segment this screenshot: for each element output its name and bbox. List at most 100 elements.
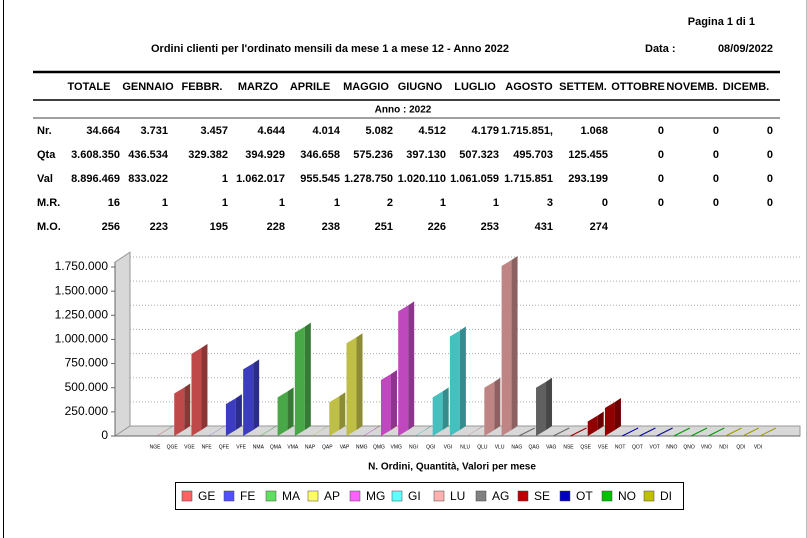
bar	[467, 425, 484, 436]
cell: 0	[767, 197, 773, 209]
bar-front	[208, 429, 219, 436]
cell: 0	[713, 197, 719, 209]
bar	[208, 425, 225, 436]
legend-swatch	[475, 490, 487, 502]
cell: 4.512	[418, 125, 446, 137]
x-tick-label: NFE	[202, 444, 213, 450]
x-tick-label: VSE	[598, 444, 609, 450]
bar-side	[356, 333, 363, 430]
x-tick-label: VFE	[236, 444, 246, 450]
date: 08/09/2022	[718, 43, 773, 55]
cell: 2	[387, 197, 393, 209]
column-header: LUGLIO	[454, 81, 496, 93]
legend-swatch	[265, 490, 277, 502]
bar	[346, 333, 363, 436]
legend-label: MA	[282, 489, 300, 503]
y-tick-label: 250.000	[65, 404, 109, 418]
column-header: GIUGNO	[398, 81, 443, 93]
cell: 0	[658, 125, 664, 137]
legend-label: GE	[198, 489, 215, 503]
column-header: APRILE	[290, 81, 330, 93]
back-wall	[114, 251, 131, 437]
cell: 436.534	[128, 149, 169, 161]
y-tick-label: 1.750.000	[55, 259, 109, 273]
bar	[587, 411, 604, 436]
bar-side	[270, 425, 277, 430]
x-axis-label: N. Ordini, Quantità, Valori per mese	[368, 462, 536, 473]
legend-swatch	[181, 490, 193, 502]
cell: 16	[108, 197, 120, 209]
legend-label: DI	[660, 489, 672, 503]
legend-label: GI	[408, 489, 421, 503]
cell: 1.062.017	[236, 173, 285, 185]
bar	[432, 387, 449, 436]
bar-side	[390, 369, 397, 430]
report-title: Ordini clienti per l'ordinato mensili da…	[151, 43, 509, 55]
bar	[294, 322, 311, 436]
bar-front	[501, 260, 512, 436]
cell: 1	[440, 197, 446, 209]
date-label: Data :	[645, 43, 676, 55]
x-tick-label: QFE	[219, 444, 230, 450]
bar-side	[201, 343, 208, 430]
x-tick-label: VLU	[495, 444, 505, 450]
cell: 5.082	[365, 125, 393, 137]
cell: 228	[267, 221, 285, 233]
x-tick-label: NLU	[460, 444, 470, 450]
bar	[415, 425, 432, 436]
y-tick-label: 1.500.000	[55, 283, 109, 297]
cell: 1.715.851	[504, 173, 553, 185]
cell: 125.455	[568, 149, 608, 161]
bar-side	[597, 411, 604, 430]
bar-side	[511, 256, 518, 430]
bar-side	[218, 425, 225, 430]
bar	[656, 427, 673, 437]
bar	[277, 387, 294, 436]
cell: 34.664	[86, 125, 121, 137]
cell: 0	[602, 197, 608, 209]
x-tick-label: NSE	[563, 444, 574, 450]
bar-side	[546, 377, 553, 430]
group-label: Anno : 2022	[375, 105, 432, 116]
bar-front	[484, 381, 495, 436]
cell: 238	[322, 221, 340, 233]
cell: 495.703	[513, 149, 553, 161]
column-header: TOTALE	[68, 81, 111, 93]
legend-swatch	[517, 490, 529, 502]
bar-side	[287, 387, 294, 430]
bar-side	[459, 326, 466, 430]
cell: 226	[428, 221, 446, 233]
legend-box	[175, 482, 684, 510]
bar	[260, 425, 277, 436]
cell: 256	[102, 221, 120, 233]
x-tick-label: VDI	[754, 444, 762, 450]
bar-front	[536, 381, 547, 436]
bar	[449, 326, 466, 436]
bar	[742, 427, 759, 437]
x-tick-label: NNO	[666, 444, 677, 450]
legend-swatch	[349, 490, 361, 502]
legend-swatch	[601, 490, 613, 502]
cell: 1	[162, 197, 168, 209]
bar-side	[253, 359, 260, 430]
column-header: AGOSTO	[505, 81, 553, 93]
x-tick-label: NGI	[409, 444, 418, 450]
column-header: SETTEM.	[559, 81, 607, 93]
legend-label: MG	[366, 489, 385, 503]
bar-side	[235, 394, 242, 430]
cell: 1	[493, 197, 499, 209]
bar	[380, 369, 397, 436]
bar-front	[604, 401, 615, 436]
legend-label: FE	[240, 489, 255, 503]
bar-front	[225, 398, 236, 436]
column-header: OTTOBRE	[611, 81, 665, 93]
cell: 431	[535, 221, 553, 233]
column-header: MARZO	[238, 81, 279, 93]
bar	[673, 427, 691, 437]
x-tick-label: QMA	[270, 444, 282, 450]
row-label: Nr.	[37, 125, 52, 137]
x-tick-label: VOT	[649, 444, 659, 450]
y-tick-label: 1.250.000	[55, 307, 109, 321]
x-tick-label: QNO	[683, 444, 695, 450]
